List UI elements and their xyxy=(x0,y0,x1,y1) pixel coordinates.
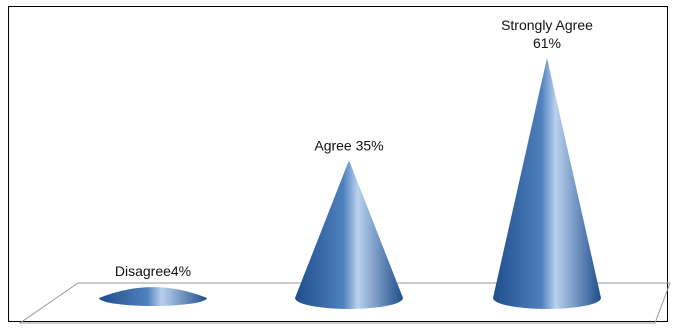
cone-body xyxy=(99,287,207,306)
data-label: Strongly Agree xyxy=(501,17,593,33)
cone-strongly-agree: Strongly Agree 61% xyxy=(493,17,601,309)
cone-agree: Agree 35% xyxy=(295,137,403,309)
cone-body xyxy=(493,58,601,309)
cone-disagree: Disagree4% xyxy=(99,263,207,306)
data-label: 61% xyxy=(533,35,561,51)
cone-marks: Disagree4% Agree 35% Strongly Agree 61% xyxy=(99,17,601,309)
chart-floor xyxy=(18,282,671,324)
data-label: Agree 35% xyxy=(314,137,383,153)
data-label: Disagree4% xyxy=(115,263,191,279)
cone-body xyxy=(295,160,403,309)
